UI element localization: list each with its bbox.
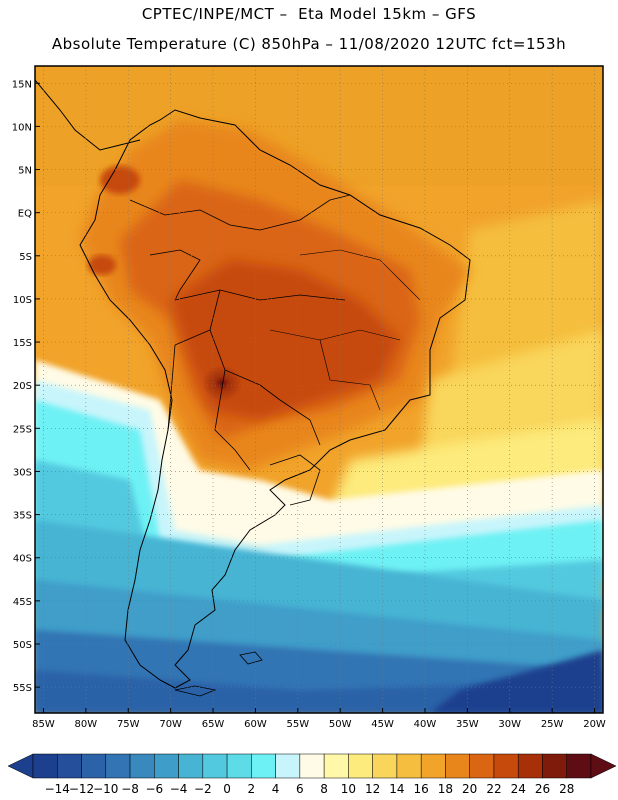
colorbar-label: −4 [170, 782, 188, 796]
colorbar-swatch [445, 753, 470, 779]
colorbar-swatch [396, 753, 422, 779]
colorbar-label: −6 [145, 782, 163, 796]
colorbar-label: −14 [45, 782, 70, 796]
colorbar-label: 24 [511, 782, 526, 796]
lon-tick-label: 65W [202, 719, 225, 730]
lon-tick-label: 40W [414, 719, 437, 730]
colorbar-label: 18 [438, 782, 453, 796]
map-frame [34, 65, 604, 714]
colorbar-label: −8 [121, 782, 139, 796]
lon-tick-label: 60W [244, 719, 267, 730]
colorbar-swatch [348, 753, 373, 779]
colorbar-swatch [517, 753, 543, 779]
colorbar-swatch [251, 753, 276, 779]
colorbar-label: 0 [223, 782, 231, 796]
colorbar-swatch [202, 753, 228, 779]
colorbar-swatch [275, 753, 301, 779]
lat-tick-label: 5S [19, 252, 32, 263]
lon-tick-label: 45W [371, 719, 394, 730]
lat-tick-label: 35S [13, 511, 32, 522]
lat-tick-label: 55S [13, 683, 32, 694]
title-line-1: CPTEC/INPE/MCT – Eta Model 15km – GFS [141, 5, 477, 23]
lon-tick-label: 50W [329, 719, 352, 730]
colorbar-swatch [299, 753, 325, 779]
lon-tick-label: 75W [117, 719, 140, 730]
colorbar-swatch [154, 753, 179, 779]
lon-tick-label: 80W [75, 719, 98, 730]
lat-tick-label: 10N [12, 122, 32, 133]
colorbar-swatch [469, 753, 495, 779]
colorbar-swatch [32, 753, 58, 779]
colorbar-label: −2 [194, 782, 212, 796]
colorbar-label: 12 [365, 782, 380, 796]
colorbar-high-arrow [590, 753, 617, 779]
lon-tick-label: 25W [541, 719, 564, 730]
lat-tick-label: 15N [12, 79, 32, 90]
colorbar-label: 16 [414, 782, 429, 796]
lon-tick-label: 30W [498, 719, 521, 730]
lat-tick-label: 45S [13, 597, 32, 608]
colorbar-label: 14 [389, 782, 404, 796]
colorbar-swatch [57, 753, 82, 779]
colorbar-label: 2 [248, 782, 256, 796]
lat-tick-label: 50S [13, 640, 32, 651]
lat-tick-label: 10S [13, 295, 32, 306]
colorbar-label: 20 [462, 782, 477, 796]
colorbar-label: 28 [559, 782, 574, 796]
colorbar-swatch [81, 753, 107, 779]
colorbar-swatch [420, 753, 446, 779]
colorbar: −14−12−10 −8 −6 −4 −2 0 2 4 6 8 10 12 14 16 18 20 22 24 26… [7, 753, 617, 796]
latitude-axis: 15N 10N 5N EQ 5S 10S 15S 20S 25S 30S 35S 40S 45S 50S 5… [12, 79, 40, 694]
colorbar-swatch [542, 753, 567, 779]
colorbar-label: −12 [69, 782, 94, 796]
colorbar-swatch [566, 753, 592, 779]
temperature-field [35, 66, 603, 713]
lon-tick-label: 70W [159, 719, 182, 730]
lat-tick-label: 40S [13, 554, 32, 565]
colorbar-label: −10 [93, 782, 118, 796]
colorbar-swatch [493, 753, 519, 779]
lon-tick-label: 55W [286, 719, 309, 730]
colorbar-swatch [178, 753, 204, 779]
map-gridlines [35, 66, 603, 713]
lat-tick-label: 25S [13, 424, 32, 435]
longitude-axis: 85W 80W 75W 70W 65W 60W 55W 50W 45W 40W 35W 30W 25W 2… [32, 708, 606, 730]
title-line-2: Absolute Temperature (C) 850hPa – 11/08/… [51, 35, 567, 53]
lat-tick-label: EQ [18, 209, 32, 220]
colorbar-swatch [129, 753, 155, 779]
colorbar-swatch [372, 753, 398, 779]
lat-tick-label: 5N [18, 166, 32, 177]
colorbar-swatch [226, 753, 252, 779]
colorbar-label: 8 [320, 782, 328, 796]
colorbar-swatch [105, 753, 131, 779]
colorbar-label: 4 [272, 782, 280, 796]
lon-tick-label: 35W [456, 719, 479, 730]
lat-tick-label: 20S [13, 381, 32, 392]
colorbar-swatch [323, 753, 349, 779]
lon-tick-label: 20W [583, 719, 606, 730]
colorbar-low-arrow [7, 753, 34, 779]
colorbar-label: 6 [296, 782, 304, 796]
lon-tick-label: 85W [32, 719, 55, 730]
colorbar-label: 10 [341, 782, 356, 796]
colorbar-label: 26 [535, 782, 550, 796]
lat-tick-label: 30S [13, 467, 32, 478]
colorbar-label: 22 [486, 782, 501, 796]
lat-tick-label: 15S [13, 338, 32, 349]
